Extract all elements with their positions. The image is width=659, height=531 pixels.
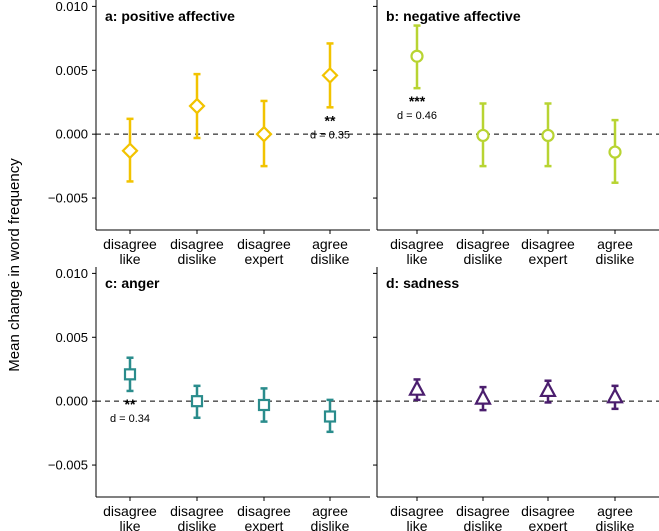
data-point-square [323, 410, 337, 423]
x-tick-label: expert [529, 251, 568, 267]
panels: −0.0050.0000.0050.010disagreelikedisagre… [48, 0, 659, 531]
x-tick-label: dislike [178, 518, 217, 531]
x-tick-label: like [406, 251, 427, 267]
data-point-circle [608, 145, 622, 159]
significance-stars: ** [325, 112, 336, 128]
panel-title: c: anger [105, 275, 160, 291]
x-tick-label: like [119, 251, 140, 267]
x-tick-label: expert [245, 251, 284, 267]
data-point-square [123, 368, 137, 381]
x-tick-label: disagree [103, 236, 157, 252]
y-tick-label: 0.005 [55, 330, 88, 345]
panel-title: a: positive affective [105, 8, 235, 24]
y-tick-label: 0.005 [55, 63, 88, 78]
data-point-diamond [255, 125, 273, 143]
y-tick-label: 0.000 [55, 127, 88, 142]
data-point-triangle [606, 387, 624, 404]
x-tick-label: disagree [456, 236, 510, 252]
x-tick-label: agree [312, 503, 348, 519]
data-point-triangle [539, 380, 557, 398]
x-tick-label: expert [529, 518, 568, 531]
x-tick-label: disagree [390, 236, 444, 252]
data-point-square [257, 398, 271, 412]
panel-c: −0.0050.0000.0050.010disagreelikedisagre… [48, 266, 370, 531]
y-tick-label: 0.010 [55, 266, 88, 281]
data-point-diamond [121, 142, 139, 160]
x-tick-label: dislike [464, 518, 503, 531]
x-tick-label: disagree [103, 503, 157, 519]
x-tick-label: disagree [237, 236, 291, 252]
significance-stars: *** [409, 93, 426, 109]
y-tick-label: −0.005 [48, 191, 88, 206]
x-tick-label: dislike [464, 251, 503, 267]
x-tick-label: agree [312, 236, 348, 252]
x-tick-label: like [119, 518, 140, 531]
x-tick-label: disagree [237, 503, 291, 519]
x-tick-label: dislike [311, 251, 350, 267]
x-tick-label: disagree [170, 236, 224, 252]
panel-title: b: negative affective [386, 8, 521, 24]
effect-size-label: d = 0.34 [110, 413, 150, 425]
effect-size-label: d = 0.35 [310, 129, 350, 141]
data-point-triangle [474, 388, 492, 405]
data-point-diamond [188, 97, 206, 115]
panel-title: d: sadness [386, 275, 459, 291]
x-tick-label: dislike [178, 251, 217, 267]
x-tick-label: agree [597, 236, 633, 252]
x-tick-label: dislike [596, 251, 635, 267]
x-tick-label: disagree [170, 503, 224, 519]
effect-size-label: d = 0.46 [397, 110, 437, 122]
x-tick-label: like [406, 518, 427, 531]
x-tick-label: expert [245, 518, 284, 531]
x-tick-label: disagree [390, 503, 444, 519]
data-point-circle [541, 128, 555, 143]
data-point-square [190, 395, 204, 408]
x-tick-label: dislike [596, 518, 635, 531]
significance-stars: ** [125, 396, 136, 412]
y-tick-label: −0.005 [48, 458, 88, 473]
y-tick-label: 0.000 [55, 394, 88, 409]
x-tick-label: disagree [456, 503, 510, 519]
panel-b: disagreelikedisagreedislikedisagreeexper… [373, 0, 659, 267]
y-axis-label: Mean change in word frequency [6, 158, 23, 372]
panel-d: disagreelikedisagreedislikedisagreeexper… [373, 267, 659, 531]
data-point-circle [410, 49, 424, 63]
x-tick-label: disagree [521, 236, 575, 252]
x-tick-label: agree [597, 503, 633, 519]
data-point-triangle [408, 379, 426, 396]
panel-a: −0.0050.0000.0050.010disagreelikedisagre… [48, 0, 370, 267]
x-tick-label: dislike [311, 518, 350, 531]
y-tick-label: 0.010 [55, 0, 88, 14]
x-tick-label: disagree [521, 503, 575, 519]
data-point-circle [476, 128, 490, 143]
data-point-diamond [321, 66, 339, 84]
